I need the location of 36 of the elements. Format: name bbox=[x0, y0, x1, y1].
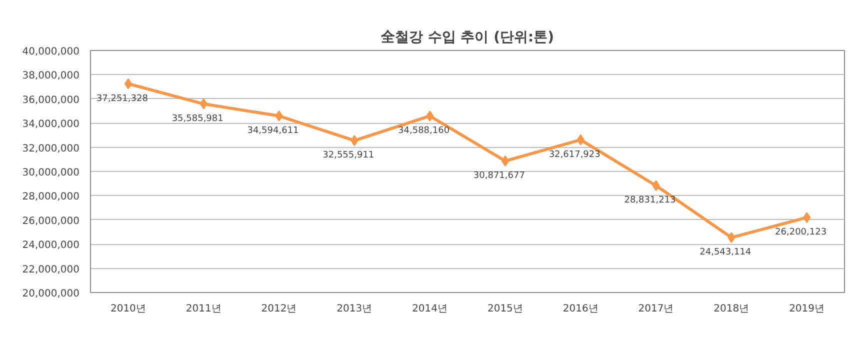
x-tick-label: 2011년 bbox=[186, 304, 222, 314]
y-tick-label: 24,000,000 bbox=[22, 240, 80, 252]
y-tick-label: 30,000,000 bbox=[22, 168, 80, 178]
x-tick-label: 2015년 bbox=[487, 304, 523, 314]
y-tick-label: 32,000,000 bbox=[22, 143, 80, 154]
y-tick-label: 28,000,000 bbox=[22, 192, 80, 203]
y-tick-label: 34,000,000 bbox=[22, 119, 80, 130]
chart-title: 全철강 수입 추이 (단위:톤) bbox=[380, 30, 554, 46]
y-tick-label: 36,000,000 bbox=[22, 94, 80, 106]
data-label: 34,594,611 bbox=[247, 126, 299, 136]
x-tick-label: 2014년 bbox=[412, 304, 448, 314]
point bbox=[124, 78, 132, 90]
point bbox=[802, 212, 811, 223]
point bbox=[501, 155, 510, 166]
y-tick-label: 26,000,000 bbox=[22, 216, 80, 227]
y-tick-label: 22,000,000 bbox=[22, 264, 80, 276]
data-label: 30,871,677 bbox=[473, 170, 525, 181]
data-label: 37,251,328 bbox=[96, 94, 148, 104]
x-tick-label: 2016년 bbox=[562, 304, 598, 314]
x-tick-label: 2013년 bbox=[336, 304, 372, 314]
x-tick-label: 2019년 bbox=[789, 304, 825, 314]
y-tick-label: 38,000,000 bbox=[22, 70, 80, 82]
point bbox=[426, 110, 434, 122]
x-tick-label: 2010년 bbox=[110, 304, 146, 314]
data-label: 26,200,123 bbox=[775, 227, 827, 238]
data-label: 35,585,981 bbox=[172, 114, 224, 124]
y-tick-label: 20,000,000 bbox=[22, 288, 80, 300]
data-label: 34,588,160 bbox=[398, 126, 450, 136]
x-tick-label: 2012년 bbox=[261, 304, 297, 314]
x-tick-label: 2018년 bbox=[714, 304, 750, 314]
data-label: 32,555,911 bbox=[322, 150, 374, 161]
y-tick-label: 40,000,000 bbox=[22, 46, 80, 58]
data-label: 24,543,114 bbox=[700, 248, 752, 258]
x-tick-label: 2017년 bbox=[638, 304, 674, 314]
data-label: 28,831,213 bbox=[624, 196, 676, 206]
data-label: 32,617,923 bbox=[548, 150, 600, 160]
